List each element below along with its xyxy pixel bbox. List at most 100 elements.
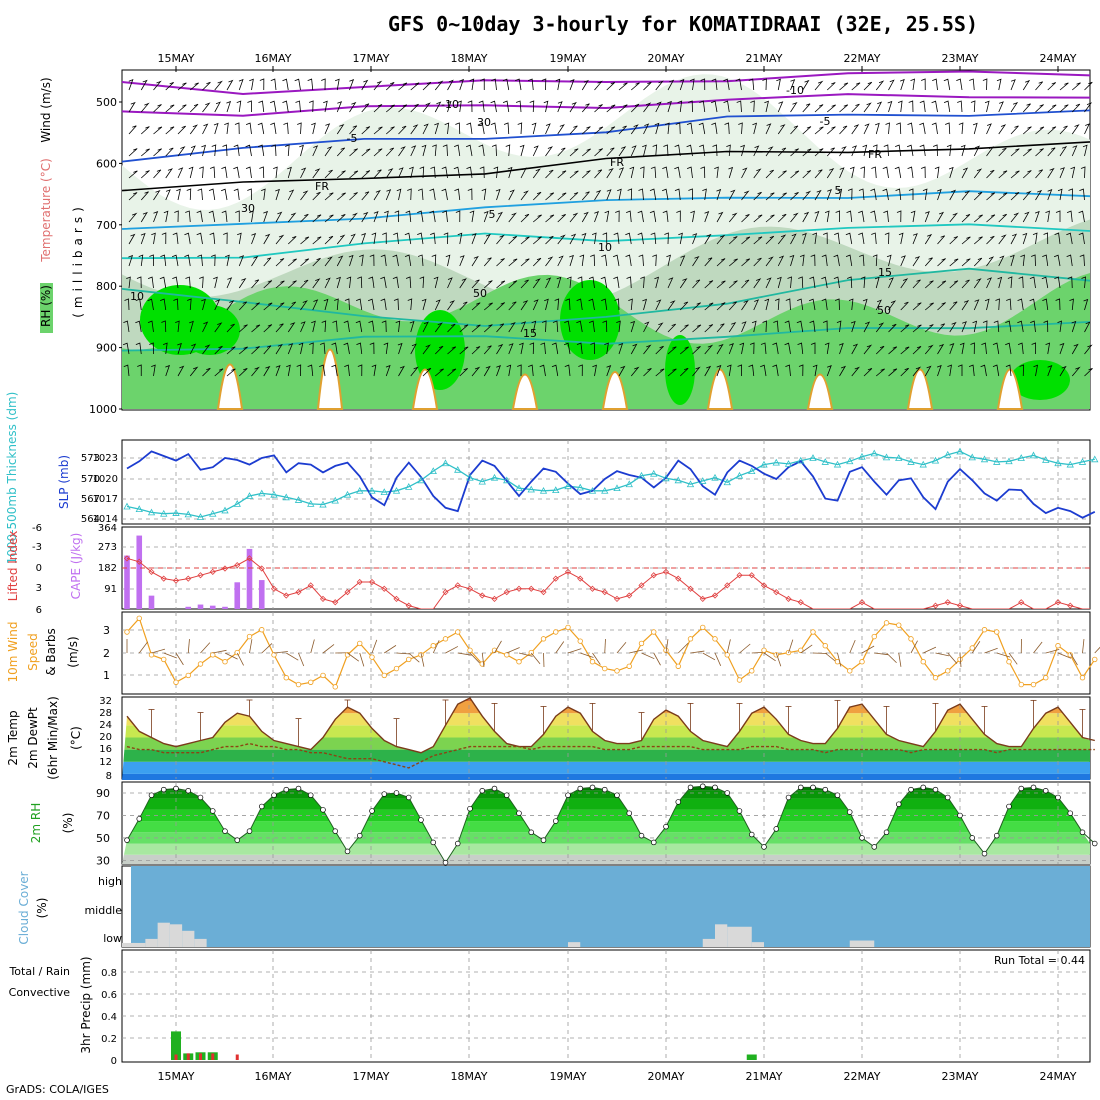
date-label-bottom: 24MAY	[1040, 1070, 1077, 1083]
wind-barb	[471, 302, 481, 311]
wind-barb	[790, 101, 798, 113]
wind-barb	[1020, 254, 1025, 267]
wind-barb	[777, 124, 786, 135]
wind-barb	[443, 232, 449, 245]
wind-barb	[226, 323, 235, 333]
wind-barb	[287, 236, 297, 245]
wind-barb	[419, 276, 425, 289]
wind-barb	[159, 276, 167, 289]
wind-barb	[1010, 125, 1019, 135]
wind-barb	[1042, 298, 1049, 311]
wind-barb	[245, 144, 252, 157]
wind-barb	[581, 170, 591, 179]
lifted-index-point	[797, 599, 804, 606]
lifted-index-point	[454, 582, 461, 589]
wind-barb	[961, 214, 971, 223]
wind-barb	[422, 102, 431, 113]
wind-barb	[471, 366, 481, 377]
wind10m-point	[687, 636, 694, 642]
wind-barb	[189, 82, 199, 91]
wind-barb	[874, 276, 880, 289]
wind-barb	[924, 211, 930, 223]
wind-barb	[238, 78, 244, 91]
wind-barb	[785, 298, 791, 311]
wind-barb	[1054, 276, 1061, 289]
wind10m-point	[896, 622, 902, 628]
thickness-point	[147, 508, 156, 516]
wind-barb	[618, 146, 627, 157]
rh2m-point	[626, 810, 632, 816]
wind-barb	[937, 258, 946, 267]
wind-barb	[453, 166, 461, 179]
wind-barb	[382, 232, 387, 244]
wind-barb	[419, 166, 425, 179]
wind-barb	[969, 78, 975, 91]
wind-barb	[1006, 298, 1012, 311]
wind-barb	[723, 100, 730, 113]
thickness-point	[760, 460, 768, 468]
wind10m-point	[724, 652, 730, 658]
wind-barb	[826, 365, 832, 377]
temp2m-axis-label-4: (°C)	[69, 726, 83, 750]
rh2m-point	[320, 807, 326, 813]
wind-barb	[258, 144, 265, 157]
cloud-level-label: middle	[84, 904, 122, 917]
cloud-low-bar	[169, 924, 183, 947]
wind-barb	[664, 232, 669, 245]
wind-barb	[441, 188, 448, 201]
wind-barb	[797, 342, 804, 355]
wind-barb	[410, 82, 420, 91]
wind-barb	[405, 210, 412, 223]
thickness-point	[993, 458, 1001, 465]
wind-barb	[677, 100, 683, 113]
wind-barb	[531, 122, 537, 135]
precip-tick-label: 0.2	[101, 1034, 117, 1045]
pressure-tick-label: 900	[96, 342, 117, 355]
wind-barb	[992, 364, 1000, 377]
wind-barb	[287, 189, 295, 201]
rh2m-point	[234, 837, 241, 843]
wind-barb	[1047, 126, 1057, 135]
wind-barb	[875, 101, 883, 113]
wind10m-barb	[714, 652, 722, 666]
lifted-index-point	[564, 568, 572, 575]
wind-barb	[997, 276, 1003, 289]
wind-barb	[368, 276, 375, 289]
wind-barb	[348, 254, 354, 267]
wind-barb	[153, 169, 162, 179]
wind-barb	[177, 104, 187, 113]
wind-barb	[1045, 210, 1050, 223]
rh2m-point	[650, 839, 657, 846]
wind-barb	[520, 300, 529, 311]
wind10m-point	[749, 668, 755, 674]
wind-barb	[625, 232, 632, 245]
rh2m-tick-label: 50	[96, 832, 110, 845]
rh2m-point	[822, 786, 828, 793]
wind-barb	[750, 100, 755, 113]
wind-barb	[245, 122, 252, 135]
rh2m-point	[1055, 794, 1061, 801]
wind-barb	[638, 188, 644, 201]
wind-barb	[263, 257, 272, 267]
wind-barb	[900, 278, 909, 289]
wind10m-barb	[874, 652, 889, 656]
wind-barb	[153, 189, 161, 201]
lifted-index-point	[503, 589, 510, 596]
rh2m-point	[516, 810, 522, 816]
thickness-point	[686, 480, 695, 488]
lifted-index-point	[785, 595, 792, 602]
wind10m-point	[810, 629, 816, 635]
wind-barb	[343, 342, 350, 355]
wind-barb	[723, 78, 730, 91]
wind-barb	[385, 126, 395, 135]
wind-barb	[711, 122, 718, 135]
thickness-point	[221, 506, 229, 514]
wind-barb	[508, 321, 516, 333]
wind10m-barb	[1033, 641, 1043, 654]
wind-barb	[594, 148, 603, 157]
wind10m-point	[246, 633, 253, 640]
wind10m-barb	[653, 652, 661, 666]
wind-barb	[588, 320, 595, 333]
wind-barb	[674, 188, 681, 201]
temp-band	[122, 761, 1090, 774]
